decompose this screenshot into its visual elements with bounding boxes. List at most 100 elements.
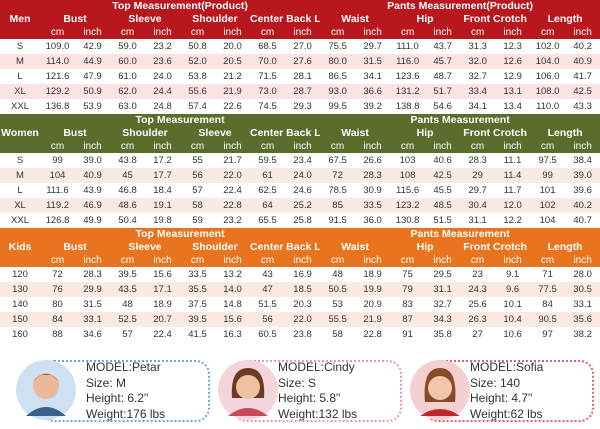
cell: 14.0 xyxy=(223,284,242,295)
cell: 43.8 xyxy=(118,155,137,166)
cell: 22.6 xyxy=(223,101,242,112)
cell: 21.9 xyxy=(363,314,382,325)
cell: 21.7 xyxy=(223,155,242,166)
cell: 97 xyxy=(542,329,553,340)
cell: 23.2 xyxy=(153,41,172,52)
cell: 25.6 xyxy=(468,299,487,310)
unit: inch xyxy=(83,255,102,266)
cell: 114.0 xyxy=(45,56,70,67)
cell: 71 xyxy=(542,269,553,280)
size-label: 120 xyxy=(12,269,28,280)
cell: 24.8 xyxy=(153,101,172,112)
cell: 28.3 xyxy=(363,170,382,181)
cell: 74.5 xyxy=(258,101,277,112)
header-row: Kids Bust Sleeve Shoulder Center Back Length… xyxy=(0,241,600,254)
cell: 63.0 xyxy=(118,101,137,112)
measure-name: Center Back Length xyxy=(250,241,321,253)
group-title: Top Measurement xyxy=(135,114,225,126)
unit: cm xyxy=(50,255,65,266)
cell: 9.1 xyxy=(505,269,520,280)
cell: 32.7 xyxy=(468,71,487,82)
cell: 48.7 xyxy=(433,71,452,82)
unit: inch xyxy=(573,255,592,266)
unit: inch xyxy=(573,141,592,152)
size-label: 140 xyxy=(12,299,28,310)
cell: 23.4 xyxy=(293,155,312,166)
cell: 42.9 xyxy=(83,41,102,52)
cell: 75 xyxy=(402,269,413,280)
cell: 26.3 xyxy=(468,314,487,325)
cell: 10.6 xyxy=(503,329,522,340)
cell: 20.9 xyxy=(363,299,382,310)
cell: 64 xyxy=(262,200,273,211)
unit: cm xyxy=(400,255,415,266)
cell: 91.5 xyxy=(328,215,347,226)
cell: 43.9 xyxy=(83,185,102,196)
cell: 102 xyxy=(539,200,556,211)
cell: 39.0 xyxy=(83,155,102,166)
cell: 56 xyxy=(262,314,273,325)
cell: 59 xyxy=(192,215,203,226)
cell: 48.6 xyxy=(118,200,137,211)
cell: 65.5 xyxy=(258,215,277,226)
cell: 19.1 xyxy=(153,200,172,211)
cell: 93.0 xyxy=(328,86,347,97)
cell: 73.0 xyxy=(258,86,277,97)
measure-name: Length xyxy=(547,127,583,139)
cell: 34.3 xyxy=(433,314,452,325)
cell: 24.0 xyxy=(153,71,172,82)
cell: 13.2 xyxy=(223,269,242,280)
unit: inch xyxy=(293,27,312,38)
cell: 72 xyxy=(52,269,63,280)
cell: 79 xyxy=(402,284,413,295)
cell: 23.2 xyxy=(223,215,242,226)
unit: cm xyxy=(330,27,345,38)
unit: inch xyxy=(223,27,242,38)
cell: 28.3 xyxy=(468,155,487,166)
cell: 106.0 xyxy=(535,71,560,82)
cell: 109.0 xyxy=(45,41,70,52)
cell: 28.0 xyxy=(573,269,592,280)
unit: cm xyxy=(190,27,205,38)
cell: 19.8 xyxy=(153,215,172,226)
cell: 38.2 xyxy=(573,329,592,340)
cell: 27.6 xyxy=(293,56,312,67)
data-row: L 111.6 43.9 46.8 18.4 57 22.4 62.5 24.6 78.5 30.9… xyxy=(0,183,600,198)
measure-name: Length xyxy=(547,13,583,25)
cell: 71.5 xyxy=(258,71,277,82)
unit: cm xyxy=(470,141,485,152)
unit: inch xyxy=(433,141,452,152)
unit: inch xyxy=(433,255,452,266)
model-photo xyxy=(410,360,470,420)
cell: 104 xyxy=(49,170,66,181)
cell: 35.5 xyxy=(188,284,207,295)
cell: 10.4 xyxy=(503,314,522,325)
data-row: XXL 136.8 53.9 63.0 24.8 57.4 22.6 74.5 29.3 99.5… xyxy=(0,99,600,114)
cell: 24.3 xyxy=(468,284,487,295)
size-label: L xyxy=(17,185,23,196)
cell: 23 xyxy=(472,269,483,280)
cell: 60.5 xyxy=(258,329,277,340)
cell: 104.0 xyxy=(535,56,560,67)
header-row: Top Measurement Pants Measurement xyxy=(0,228,600,241)
data-row: XL 119.2 46.9 48.6 19.1 58 22.8 64 25.2 85 33.5 123… xyxy=(0,198,600,213)
size-label: M xyxy=(16,56,24,67)
cell: 68.5 xyxy=(258,41,277,52)
cell: 11.1 xyxy=(503,155,522,166)
cell: 77.5 xyxy=(538,284,557,295)
cell: 131.2 xyxy=(395,86,420,97)
cell: 12.0 xyxy=(503,200,522,211)
cell: 55.5 xyxy=(328,314,347,325)
measure-name: Length xyxy=(547,241,583,253)
unit: cm xyxy=(540,255,555,266)
model-line: Weight:176 lbs xyxy=(86,406,166,421)
data-row: L 121.6 47.9 61.0 24.0 53.8 21.2 71.5 28.1 86.5 34… xyxy=(0,69,600,84)
cell: 76 xyxy=(52,284,63,295)
cell: 103 xyxy=(399,155,416,166)
cell: 29.5 xyxy=(433,269,452,280)
unit: inch xyxy=(153,141,172,152)
cell: 26.6 xyxy=(363,155,382,166)
cell: 28.7 xyxy=(293,86,312,97)
cell: 123.6 xyxy=(395,71,420,82)
cell: 40.9 xyxy=(83,170,102,181)
